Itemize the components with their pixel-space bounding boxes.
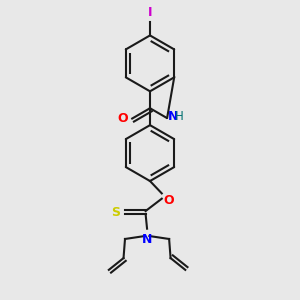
Text: N: N [142,233,152,246]
Text: I: I [148,6,152,19]
Text: O: O [163,194,174,207]
Text: N: N [167,110,178,123]
Text: O: O [117,112,128,125]
Text: H: H [175,110,184,123]
Text: S: S [111,206,120,219]
